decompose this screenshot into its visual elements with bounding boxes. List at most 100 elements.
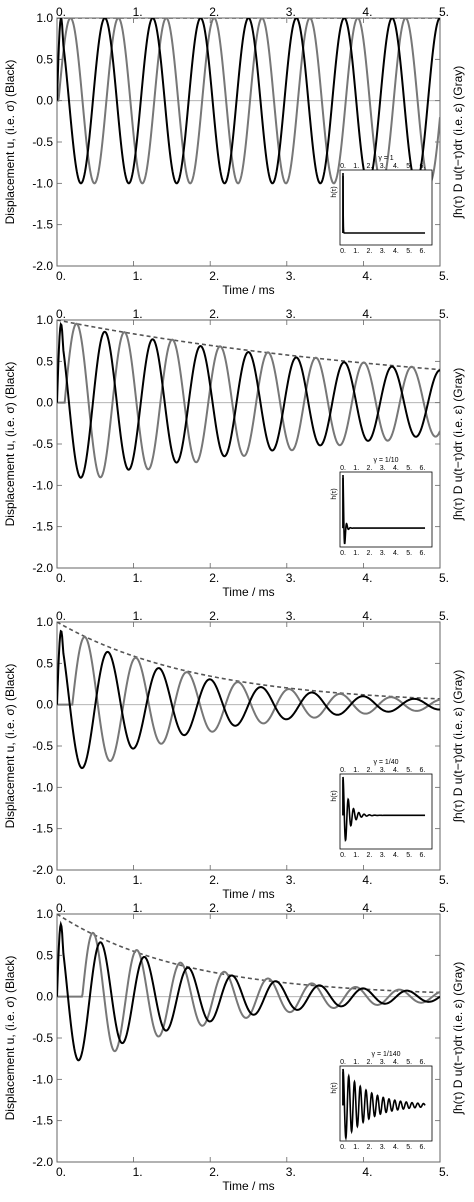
x-tick-label: 5. xyxy=(439,571,449,585)
inset-x-tick-label: 0. xyxy=(340,1059,346,1066)
x-tick-label-top: 5. xyxy=(439,609,449,623)
y-tick-label: 0.0 xyxy=(36,396,53,410)
x-tick-label: 4. xyxy=(362,571,372,585)
inset-x-tick-label: 3. xyxy=(380,852,386,859)
x-tick-label: 1. xyxy=(133,269,143,283)
x-tick-label: 3. xyxy=(286,873,296,887)
inset-x-tick-label: 2. xyxy=(367,248,373,255)
y-tick-label: 0.5 xyxy=(36,948,53,962)
x-tick-label-top: 5. xyxy=(439,5,449,19)
inset-x-tick-label: 0. xyxy=(340,1144,346,1151)
x-tick-label-top: 4. xyxy=(362,901,372,915)
inset-title: γ = 1/140 xyxy=(372,1051,401,1058)
inset-x-tick-label: 5. xyxy=(406,1144,412,1151)
y-axis-label: Displacement u, (i.e. σ) (Black) xyxy=(3,362,17,527)
chart-panel-2: 0. 0. 1. 1. 2. 2. 3. 3. 4. 4. 5. 5. 1.0 0.5 0.0 -0.5 -1.… xyxy=(3,307,465,599)
chart-panel-3: 0. 0. 1. 1. 2. 2. 3. 3. 4. 4. 5. 5. 1.0 0.5 0.0 -0.5 -1.… xyxy=(3,609,465,901)
inset-x-tick-label: 0. xyxy=(340,465,346,472)
inset-frame xyxy=(339,471,433,548)
gray-series-line xyxy=(57,635,440,763)
inset-x-tick-label: 5. xyxy=(406,248,412,255)
y-tick-label: -1.0 xyxy=(32,176,53,190)
inset-x-tick-label: 1. xyxy=(353,1059,359,1066)
inset-ylabel: h(τ) xyxy=(331,1082,338,1093)
inset-x-tick-label: 6. xyxy=(419,852,425,859)
x-tick-label-top: 0. xyxy=(56,307,66,321)
inset-x-tick-label: 4. xyxy=(393,163,399,170)
inset-kernel-plot: γ = 1/40 h(τ) 0. 0. 1. 1. 2. 2. 3. 3. 4. 4. 5. 5. 6. 6. xyxy=(331,759,433,859)
inset-x-tick-label: 6. xyxy=(419,1144,425,1151)
inset-x-tick-label: 5. xyxy=(406,767,412,774)
inset-x-tick-label: 2. xyxy=(367,1144,373,1151)
x-tick-label: 0. xyxy=(56,571,66,585)
black-series-line xyxy=(57,629,440,770)
x-tick-label: 5. xyxy=(439,873,449,887)
inset-title: γ = 1 xyxy=(378,155,393,162)
y-axis-label-right: ∫h(τ) D u(t−τ)dτ (i.e. ε) (Gray) xyxy=(451,368,465,522)
x-tick-label-top: 2. xyxy=(209,307,219,321)
inset-x-tick-label: 0. xyxy=(340,852,346,859)
y-tick-label: 0.0 xyxy=(36,990,53,1004)
inset-kernel-line xyxy=(342,172,426,234)
x-tick-label: 0. xyxy=(56,1165,66,1179)
inset-x-tick-label: 1. xyxy=(353,163,359,170)
y-tick-label: 1.0 xyxy=(36,907,53,921)
inset-frame xyxy=(339,773,433,850)
x-tick-label: 1. xyxy=(133,1165,143,1179)
inset-kernel-plot: γ = 1 h(τ) 0. 0. 1. 1. 2. 2. 3. 3. 4. 4. 5. 5. 6. 6. xyxy=(331,155,433,255)
inset-ylabel: h(τ) xyxy=(331,186,338,197)
inset-x-tick-label: 1. xyxy=(353,465,359,472)
inset-x-tick-label: 4. xyxy=(393,550,399,557)
inset-x-tick-label: 2. xyxy=(367,465,373,472)
inset-x-tick-label: 4. xyxy=(393,1059,399,1066)
x-tick-label-top: 1. xyxy=(133,5,143,19)
x-tick-label-top: 2. xyxy=(209,901,219,915)
x-tick-label-top: 4. xyxy=(362,5,372,19)
inset-kernel-line xyxy=(342,776,426,843)
y-tick-label: 0.5 xyxy=(36,656,53,670)
envelope-series-line xyxy=(57,622,440,700)
y-tick-label: -1.0 xyxy=(32,478,53,492)
inset-x-tick-label: 6. xyxy=(419,1059,425,1066)
y-tick-label: -1.0 xyxy=(32,780,53,794)
inset-x-tick-label: 3. xyxy=(380,767,386,774)
inset-x-tick-label: 1. xyxy=(353,550,359,557)
chart-panel-4: 0. 0. 1. 1. 2. 2. 3. 3. 4. 4. 5. 5. 1.0 0.5 0.0 -0.5 -1.… xyxy=(3,901,465,1193)
x-tick-label: 1. xyxy=(133,873,143,887)
y-tick-label: 1.0 xyxy=(36,313,53,327)
x-tick-label: 3. xyxy=(286,269,296,283)
x-tick-label-top: 1. xyxy=(133,901,143,915)
inset-x-tick-label: 3. xyxy=(380,1059,386,1066)
x-tick-label-top: 4. xyxy=(362,307,372,321)
inset-x-tick-label: 4. xyxy=(393,465,399,472)
inset-x-tick-label: 4. xyxy=(393,767,399,774)
x-axis-label: Time / ms xyxy=(222,585,274,599)
y-tick-label: -1.5 xyxy=(32,1114,53,1128)
y-axis-label-right: ∫h(τ) D u(t−τ)dτ (i.e. ε) (Gray) xyxy=(451,962,465,1116)
inset-title: γ = 1/40 xyxy=(373,759,398,766)
x-tick-label: 2. xyxy=(209,1165,219,1179)
inset-x-tick-label: 4. xyxy=(393,852,399,859)
x-tick-label-top: 3. xyxy=(286,307,296,321)
x-tick-label-top: 1. xyxy=(133,307,143,321)
gray-series-line xyxy=(57,18,440,185)
y-axis-label: Displacement u, (i.e. σ) (Black) xyxy=(3,956,17,1121)
inset-x-tick-label: 2. xyxy=(367,163,373,170)
inset-x-tick-label: 1. xyxy=(353,852,359,859)
inset-x-tick-label: 5. xyxy=(406,465,412,472)
inset-x-tick-label: 4. xyxy=(393,1144,399,1151)
y-tick-label: -0.5 xyxy=(32,135,53,149)
y-tick-label: -0.5 xyxy=(32,437,53,451)
x-tick-label-top: 2. xyxy=(209,609,219,623)
inset-x-tick-label: 6. xyxy=(419,465,425,472)
x-tick-label: 3. xyxy=(286,1165,296,1179)
y-tick-label: -2.0 xyxy=(32,863,53,877)
y-tick-label: -1.5 xyxy=(32,822,53,836)
inset-x-tick-label: 2. xyxy=(367,852,373,859)
y-tick-label: 0.0 xyxy=(36,698,53,712)
y-axis-label-right: ∫h(τ) D u(t−τ)dτ (i.e. ε) (Gray) xyxy=(451,670,465,824)
x-tick-label-top: 5. xyxy=(439,307,449,321)
inset-x-tick-label: 3. xyxy=(380,248,386,255)
x-tick-label-top: 5. xyxy=(439,901,449,915)
